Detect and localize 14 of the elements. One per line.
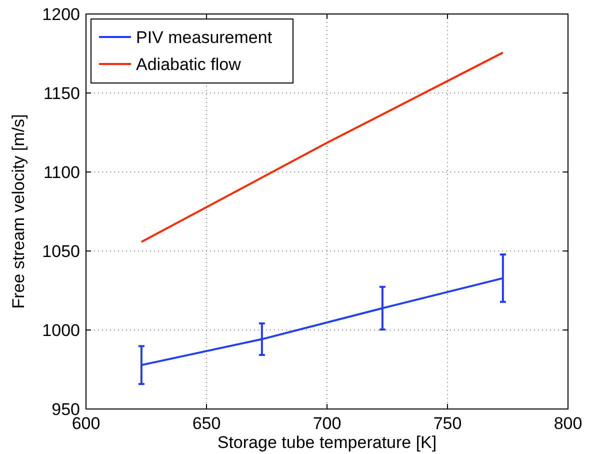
y-tick-label: 1150 bbox=[43, 84, 80, 103]
legend-label: PIV measurement bbox=[136, 28, 272, 47]
y-tick-label: 1000 bbox=[42, 320, 80, 340]
x-tick-label: 700 bbox=[312, 414, 342, 433]
legend-label: Adiabatic flow bbox=[136, 54, 242, 74]
x-axis-title: Storage tube temperature [K] bbox=[217, 433, 437, 452]
y-axis-title: Free stream velocity [m/s] bbox=[9, 114, 28, 309]
y-tick-label: 1100 bbox=[43, 162, 80, 182]
x-tick-label: 600 bbox=[72, 414, 100, 433]
y-tick-label: 1050 bbox=[42, 242, 80, 261]
x-tick-label: 800 bbox=[554, 414, 582, 433]
y-tick-label: 1200 bbox=[42, 4, 80, 24]
x-tick-label: 750 bbox=[433, 414, 462, 433]
x-tick-label: 650 bbox=[192, 414, 221, 433]
